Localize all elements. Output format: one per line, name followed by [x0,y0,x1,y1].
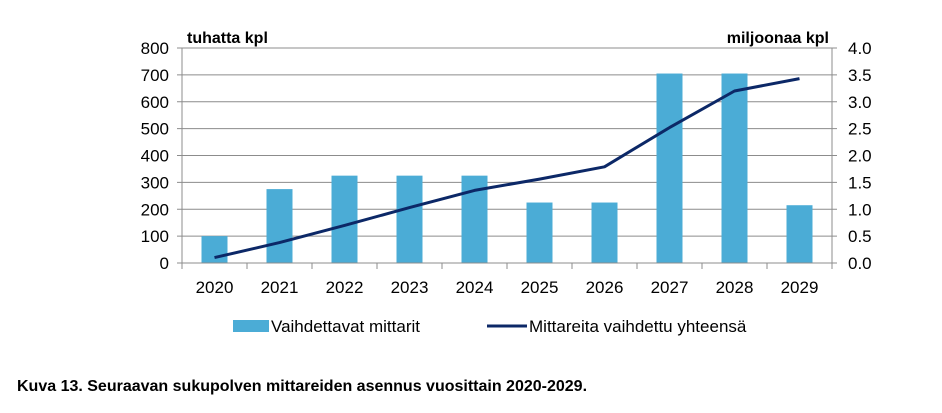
bar [331,175,358,263]
line-series [214,77,800,260]
bar [201,236,228,263]
x-tick-label: 2028 [716,278,754,297]
bar [786,205,813,263]
y-right-tick-label: 3.0 [848,93,872,112]
bar [591,202,618,263]
y-left-tick-label: 600 [141,93,169,112]
y-right-tick-label: 0.0 [848,254,872,273]
y-left-tick-label: 500 [141,120,169,139]
legend: Vaihdettavat mittarit Mittareita vaihdett… [233,317,747,336]
y-axis-left-label: tuhatta kpl [187,30,268,47]
y-left-tick-label: 800 [141,39,169,58]
bar [396,175,423,263]
y-right-tick-label: 1.0 [848,200,872,219]
y-left-tick-label: 400 [141,147,169,166]
x-tick-label: 2026 [586,278,624,297]
x-tick-label: 2022 [326,278,364,297]
y-right-tick-label: 2.0 [848,147,872,166]
y-right-tick-label: 3.5 [848,66,872,85]
bar-series [201,73,813,263]
y-right-tick-label: 0.5 [848,227,872,246]
axes: 0 100 200 300 400 500 600 700 800 0.0 0.5 1.0 1.5 2.0… [141,39,872,297]
x-tick-label: 2027 [651,278,689,297]
x-tick-label: 2021 [261,278,299,297]
bar [526,202,553,263]
combo-chart: 0 100 200 300 400 500 600 700 800 0.0 0.5 1.0 1.5 2.0… [141,30,872,336]
legend-label-bar: Vaihdettavat mittarit [271,317,420,336]
y-right-tick-label: 1.5 [848,173,872,192]
y-left-tick-label: 300 [141,173,169,192]
legend-label-line: Mittareita vaihdettu yhteensä [529,317,747,336]
series-line [214,77,800,260]
y-left-tick-label: 200 [141,200,169,219]
bar [656,73,683,263]
figure-caption: Kuva 13. Seuraavan sukupolven mittareide… [17,378,588,395]
y-left-tick-label: 700 [141,66,169,85]
y-right-tick-label: 4.0 [848,39,872,58]
x-tick-label: 2025 [521,278,559,297]
legend-swatch-bar [233,320,269,332]
x-tick-label: 2023 [391,278,429,297]
x-tick-label: 2020 [196,278,234,297]
y-axis-right-label: miljoonaa kpl [727,30,829,47]
y-right-tick-label: 2.5 [848,120,872,139]
y-left-tick-label: 0 [160,254,169,273]
x-tick-label: 2029 [781,278,819,297]
bar [721,73,748,263]
y-left-tick-label: 100 [141,227,169,246]
bar [266,189,293,263]
x-tick-label: 2024 [456,278,494,297]
